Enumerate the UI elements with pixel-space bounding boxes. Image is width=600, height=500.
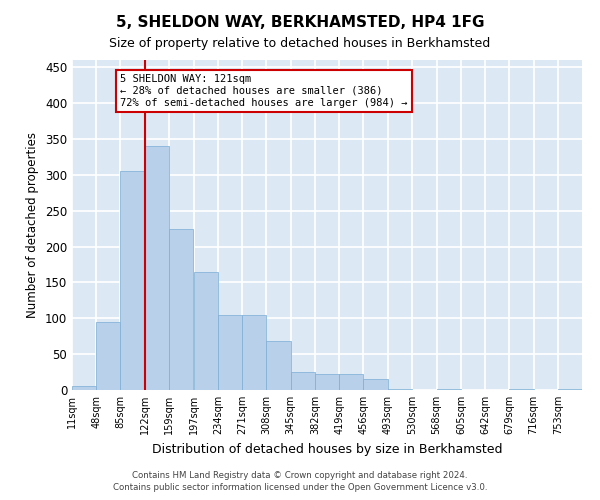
Y-axis label: Number of detached properties: Number of detached properties — [26, 132, 40, 318]
Bar — [96, 322, 121, 390]
Bar — [145, 146, 169, 390]
Bar — [339, 374, 364, 390]
Bar — [266, 341, 290, 390]
Bar — [194, 272, 218, 390]
Bar — [364, 379, 388, 390]
Bar — [388, 388, 412, 390]
Bar — [437, 388, 461, 390]
Bar — [72, 386, 96, 390]
Text: Size of property relative to detached houses in Berkhamsted: Size of property relative to detached ho… — [109, 38, 491, 51]
Text: 5, SHELDON WAY, BERKHAMSTED, HP4 1FG: 5, SHELDON WAY, BERKHAMSTED, HP4 1FG — [116, 15, 484, 30]
Text: Contains HM Land Registry data © Crown copyright and database right 2024.
Contai: Contains HM Land Registry data © Crown c… — [113, 471, 487, 492]
Bar — [315, 374, 339, 390]
Bar — [509, 388, 533, 390]
Bar — [169, 228, 193, 390]
Bar — [290, 372, 315, 390]
Bar — [242, 314, 266, 390]
Bar — [121, 171, 145, 390]
Bar — [558, 388, 582, 390]
X-axis label: Distribution of detached houses by size in Berkhamsted: Distribution of detached houses by size … — [152, 442, 502, 456]
Text: 5 SHELDON WAY: 121sqm
← 28% of detached houses are smaller (386)
72% of semi-det: 5 SHELDON WAY: 121sqm ← 28% of detached … — [121, 74, 408, 108]
Bar — [218, 314, 242, 390]
